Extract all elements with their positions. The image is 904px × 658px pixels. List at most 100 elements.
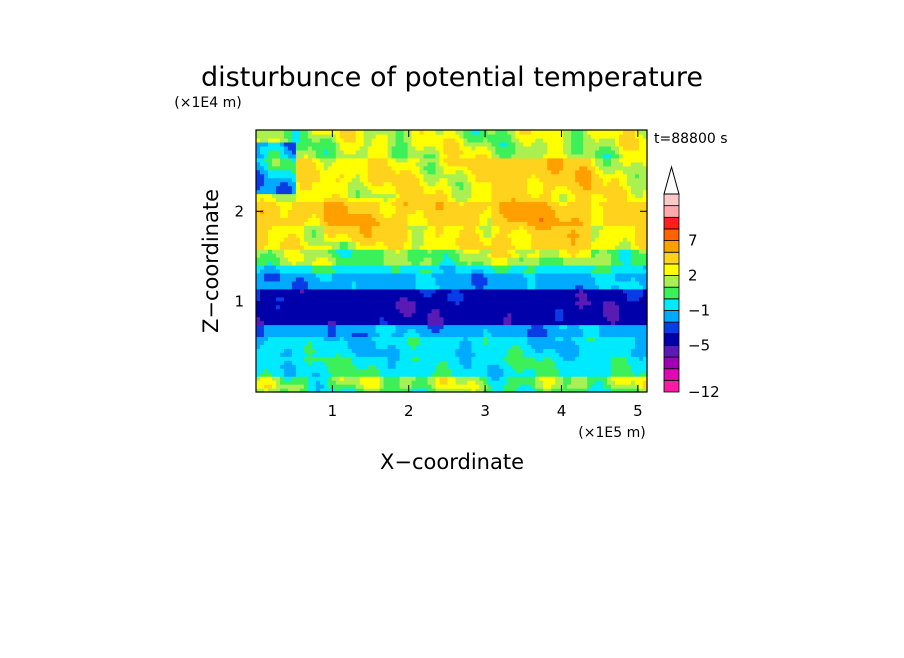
field-cell: [303, 257, 309, 262]
field-cell: [263, 372, 269, 377]
field-cell: [295, 249, 301, 254]
field-cell: [531, 268, 536, 274]
field-cell: [507, 300, 512, 306]
field-cell: [335, 336, 341, 341]
field-cell: [383, 233, 389, 238]
field-cell: [519, 300, 524, 306]
field-cell: [375, 213, 381, 218]
field-cell: [471, 241, 477, 246]
field-cell: [515, 264, 520, 270]
field-cell: [439, 237, 445, 242]
field-cell: [331, 237, 337, 242]
field-cell: [343, 233, 349, 238]
field-cell: [527, 340, 532, 345]
field-cell: [275, 336, 281, 341]
field-cell: [319, 328, 325, 334]
field-cell: [435, 288, 441, 294]
field-cell: [539, 209, 544, 214]
field-cell: [359, 249, 365, 254]
field-cell: [519, 348, 524, 353]
field-cell: [411, 376, 417, 381]
field-cell: [355, 288, 361, 294]
field-cell: [527, 253, 532, 258]
field-cell: [256, 213, 261, 218]
field-cell: [347, 384, 353, 389]
field-cell: [503, 312, 508, 318]
field-cell: [355, 249, 361, 254]
field-cell: [591, 253, 596, 258]
field-cell: [299, 344, 305, 349]
field-cell: [591, 197, 596, 203]
field-cell: [459, 280, 465, 286]
field-cell: [355, 292, 361, 298]
field-cell: [619, 356, 624, 361]
field-cell: [403, 205, 409, 210]
field-cell: [271, 292, 277, 298]
field-cell: [355, 296, 361, 302]
field-cell: [527, 264, 532, 270]
field-cell: [575, 233, 580, 238]
field-cell: [523, 288, 528, 294]
field-cell: [431, 209, 437, 214]
field-cell: [491, 193, 496, 199]
field-cell: [323, 304, 329, 310]
field-cell: [315, 336, 321, 341]
field-cell: [555, 201, 560, 207]
field-cell: [571, 368, 576, 373]
field-cell: [387, 280, 393, 286]
field-cell: [335, 257, 341, 262]
field-cell: [311, 245, 317, 250]
field-cell: [439, 300, 445, 306]
field-cell: [519, 241, 524, 246]
field-cell: [335, 272, 341, 278]
field-cell: [555, 229, 560, 234]
field-cell: [471, 384, 477, 389]
field-cell: [275, 324, 281, 330]
field-cell: [267, 348, 273, 353]
field-cell: [256, 280, 261, 286]
field-cell: [619, 201, 624, 207]
field-cell: [455, 253, 461, 258]
field-cell: [603, 261, 608, 266]
field-cell: [335, 217, 341, 222]
field-cell: [535, 380, 540, 385]
field-cell: [559, 233, 564, 238]
field-cell: [407, 264, 413, 270]
field-cell: [547, 288, 552, 294]
field-cell: [583, 280, 588, 286]
field-cell: [415, 284, 421, 290]
field-cell: [571, 217, 576, 222]
field-cell: [451, 296, 457, 302]
field-cell: [523, 360, 528, 365]
field-cell: [471, 205, 477, 210]
field-cell: [359, 324, 365, 330]
field-cell: [431, 308, 437, 314]
field-cell: [411, 268, 417, 274]
field-cell: [539, 288, 544, 294]
field-cell: [555, 356, 560, 361]
field-cell: [275, 237, 281, 242]
field-cell: [311, 261, 317, 266]
field-cell: [447, 332, 453, 338]
field-cell: [423, 284, 429, 290]
field-cell: [511, 217, 516, 222]
field-cell: [567, 280, 572, 286]
field-cell: [375, 304, 381, 310]
field-cell: [591, 384, 596, 389]
field-cell: [283, 205, 289, 210]
field-cell: [595, 328, 600, 334]
field-cell: [503, 245, 508, 250]
field-cell: [607, 320, 612, 326]
field-cell: [583, 384, 588, 389]
field-cell: [427, 388, 433, 393]
field-cell: [395, 288, 401, 294]
field-cell: [311, 249, 317, 254]
field-cell: [583, 316, 588, 322]
field-cell: [643, 264, 648, 270]
field-cell: [543, 197, 548, 203]
field-cell: [395, 257, 401, 262]
field-cell: [583, 344, 588, 349]
field-cell: [391, 217, 397, 222]
field-cell: [263, 288, 269, 294]
field-cell: [575, 284, 580, 290]
